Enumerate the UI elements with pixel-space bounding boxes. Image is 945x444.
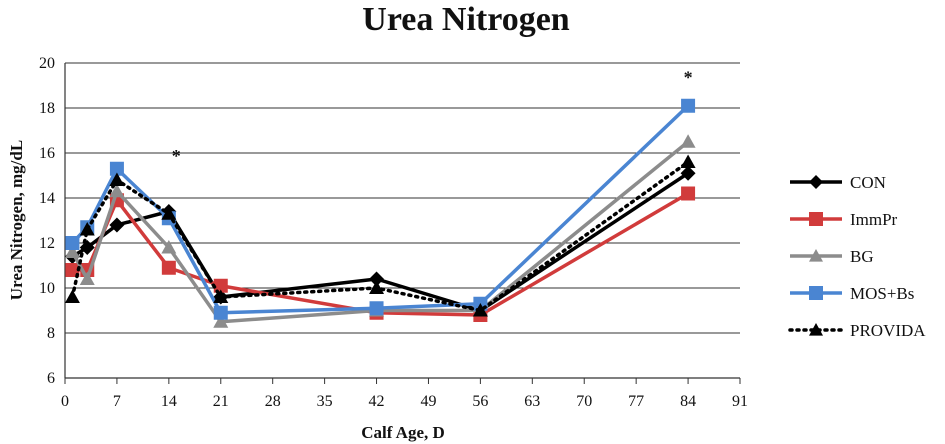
legend-label: PROVIDA [850, 321, 926, 340]
x-tick-label: 49 [420, 393, 436, 410]
legend-item: PROVIDA [788, 321, 926, 340]
x-tick-label: 63 [524, 393, 540, 410]
data-point [65, 236, 80, 250]
y-tick-label: 12 [39, 235, 55, 252]
x-axis-label: Calf Age, D [361, 423, 445, 442]
data-point [79, 222, 95, 236]
data-point [213, 314, 229, 328]
grid-layer [65, 62, 740, 334]
legend-swatch-marker [809, 175, 823, 189]
data-point [213, 289, 229, 303]
significance-asterisk: * [172, 146, 181, 166]
data-point [109, 183, 125, 198]
data-point [369, 271, 385, 287]
data-point [65, 263, 80, 277]
data-point [472, 303, 488, 317]
y-tick-label: 20 [39, 55, 55, 72]
chart-title: Urea Nitrogen [362, 1, 570, 38]
legend-swatch-marker [809, 249, 823, 262]
legend-swatch-marker [809, 212, 823, 226]
legend-item: CON [790, 173, 886, 192]
data-point [64, 289, 80, 303]
data-point [161, 240, 177, 254]
x-tick-label: 91 [732, 393, 748, 410]
data-point [213, 278, 228, 293]
series-line [71, 104, 690, 315]
legend-label: BG [850, 247, 874, 266]
legend-item: ImmPr [790, 210, 898, 229]
series-layer [64, 98, 696, 328]
data-point [680, 134, 696, 148]
x-tick-label: 7 [113, 393, 121, 410]
x-tick-label: 21 [213, 393, 229, 410]
x-tick-label: 35 [317, 393, 333, 410]
data-point [64, 244, 80, 258]
x-tick-label: 77 [628, 393, 644, 410]
x-tick-label: 70 [576, 393, 592, 410]
data-point [109, 217, 125, 233]
legend-item: BG [790, 247, 874, 266]
data-point [680, 154, 696, 168]
legend-swatch-marker [809, 286, 823, 300]
x-tick-label: 42 [369, 393, 385, 410]
x-tick-label: 0 [61, 393, 69, 410]
legend-item: MOS+Bs [790, 284, 914, 303]
data-point [161, 206, 177, 220]
y-tick-label: 10 [39, 280, 55, 297]
y-tick-label: 8 [47, 325, 55, 342]
data-point [109, 172, 125, 186]
legend-label: CON [850, 173, 886, 192]
data-point [109, 161, 124, 176]
data-point [680, 165, 696, 181]
legend-label: ImmPr [850, 210, 898, 229]
data-point [79, 271, 95, 285]
y-tick-label: 18 [39, 100, 55, 117]
data-point [681, 98, 696, 113]
y-tick-label: 16 [39, 145, 55, 162]
legend-label: MOS+Bs [850, 284, 914, 303]
series-line [70, 160, 690, 313]
data-point [369, 301, 384, 316]
axis-layer: 6 8 10 12 14 16 18 20 0 7 14 21 28 35 42 49 56 63 70 77 84 91 [39, 55, 748, 410]
series-provida [64, 154, 696, 317]
significance-asterisk: * [684, 67, 693, 87]
y-tick-label: 14 [39, 190, 55, 207]
annotation-layer: ** [172, 67, 693, 166]
x-tick-label: 56 [472, 393, 488, 410]
x-tick-label: 14 [161, 393, 177, 410]
series-line [70, 140, 690, 324]
legend-swatch-marker [809, 323, 823, 336]
x-tick-label: 84 [680, 393, 696, 410]
y-tick-label: 6 [47, 370, 55, 387]
y-axis-label: Urea Nitrogen, mg/dL [7, 140, 26, 300]
legend: CON ImmPr BG MOS+Bs PROVIDA [788, 173, 926, 340]
series-mos-bs [65, 98, 696, 320]
data-point [681, 186, 696, 201]
data-point [369, 280, 385, 294]
series-line [72, 191, 689, 317]
data-point [213, 305, 228, 320]
data-point [161, 260, 176, 275]
x-tick-label: 28 [265, 393, 281, 410]
